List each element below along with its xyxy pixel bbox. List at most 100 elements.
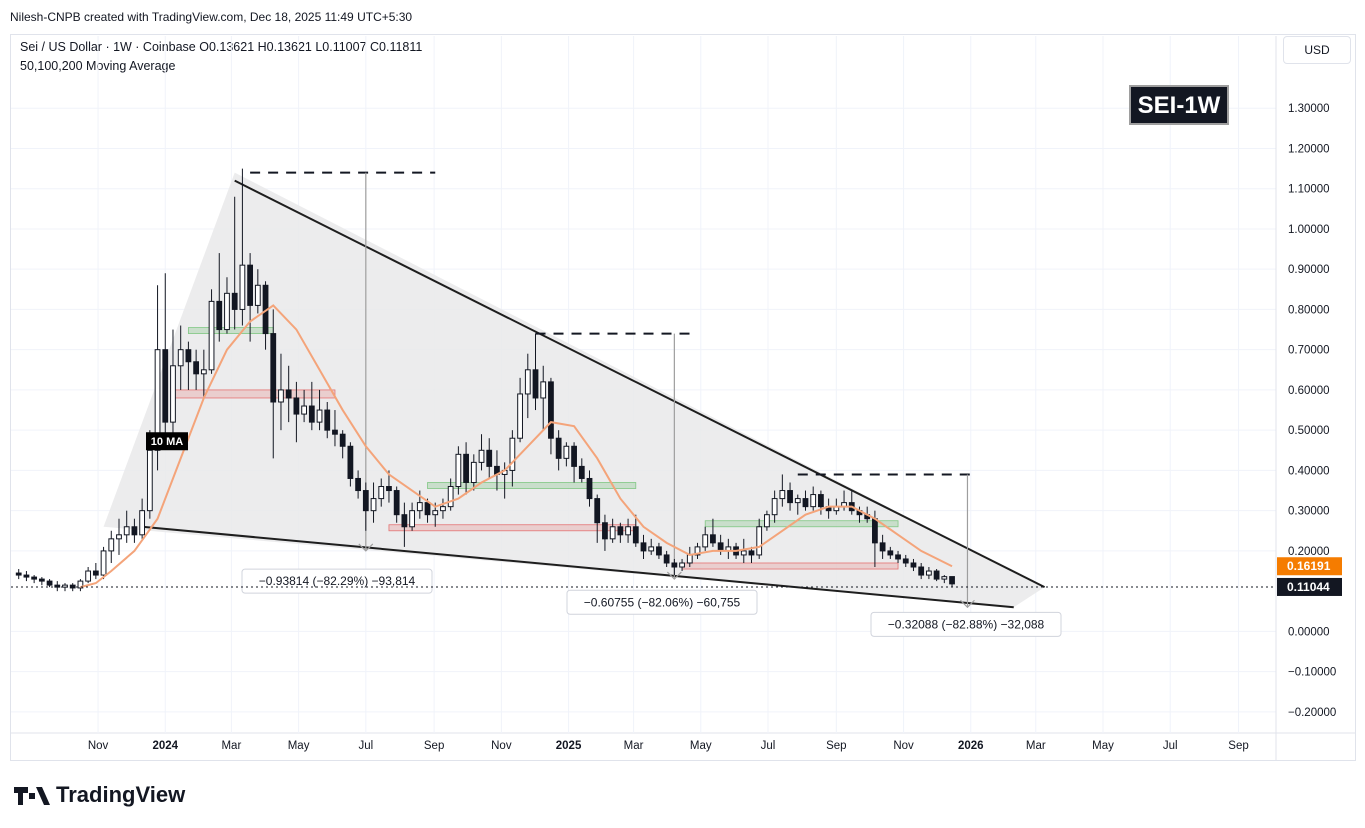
candle-body xyxy=(470,461,477,483)
logo-box xyxy=(1129,85,1229,125)
candle-body xyxy=(185,349,192,363)
y-tick-label: 0.20000 xyxy=(1288,546,1330,558)
candle-body xyxy=(648,546,655,552)
ma-price-tag: 0.16191 xyxy=(1277,557,1342,576)
last-price-tag: 0.11044 xyxy=(1277,577,1342,596)
candle-body xyxy=(177,349,184,367)
x-tick-label: Jul xyxy=(761,740,776,752)
candle-body xyxy=(895,554,901,560)
candle-body xyxy=(548,381,554,439)
candle-body xyxy=(756,526,763,556)
candle-body xyxy=(15,572,22,576)
candle-body xyxy=(316,409,323,423)
candle-body xyxy=(748,550,755,556)
y-tick-label: 0.90000 xyxy=(1288,264,1330,276)
candle-body xyxy=(686,554,693,564)
candle-body xyxy=(594,498,601,524)
x-tick-label: Nov xyxy=(491,740,512,752)
tradingview-brand[interactable]: TradingView xyxy=(14,782,185,808)
candle-body xyxy=(802,498,809,508)
candle-body xyxy=(278,389,284,403)
candle-body xyxy=(416,502,423,512)
price-axis[interactable]: 1.30000 1.20000 1.10000 1.00000 0.90000 0.800… xyxy=(1277,103,1342,719)
x-tick-label: Jul xyxy=(358,740,373,752)
labels: 10 MA SEI-1W −0.93814 (−82.29%) −93,814 −0.… xyxy=(11,85,1276,637)
logo-text: SEI-1W xyxy=(1138,92,1221,119)
measure-arrow xyxy=(358,543,374,552)
symbol-header: Sei / US Dollar · 1W · Coinbase O0.13621… xyxy=(20,40,422,54)
x-tick-label: 2026 xyxy=(958,740,984,752)
x-tick-label: Sep xyxy=(826,740,846,752)
candle-body xyxy=(38,578,45,582)
candle-body xyxy=(162,349,169,423)
candle-body xyxy=(401,514,408,528)
y-tick-label: −0.20000 xyxy=(1288,707,1336,719)
y-tick-label: 0.30000 xyxy=(1288,506,1330,518)
candle-body xyxy=(46,580,53,586)
resistance-zone xyxy=(681,562,899,570)
candle-body xyxy=(378,486,385,500)
candle-body xyxy=(818,494,824,508)
measure-annotation: −0.93814 (−82.29%) −93,814 xyxy=(241,568,433,594)
brand-label: TradingView xyxy=(56,782,186,807)
candle-body xyxy=(154,349,161,451)
candle-body xyxy=(879,542,886,552)
candle-body xyxy=(463,453,469,483)
candle-body xyxy=(941,576,948,580)
measure-annotation: −0.60755 (−82.06%) −60,755 xyxy=(566,589,758,615)
wedge-upper-trendline xyxy=(234,179,1046,589)
currency-button[interactable]: USD xyxy=(1283,36,1351,64)
ohlc-values: O0.13621 H0.13621 L0.11007 C0.11811 xyxy=(199,40,423,54)
candle-body xyxy=(486,449,493,467)
candle-body xyxy=(602,522,608,540)
y-tick-label: 0.60000 xyxy=(1288,385,1330,397)
candle-body xyxy=(586,477,593,500)
candle-body xyxy=(571,445,577,467)
candle-body xyxy=(632,526,639,544)
candle-body xyxy=(918,566,925,576)
support-zone xyxy=(427,482,637,489)
candle-body xyxy=(432,510,439,516)
y-tick-label: 0.70000 xyxy=(1288,345,1330,357)
candle-body xyxy=(640,542,647,552)
x-tick-label: Mar xyxy=(1026,740,1046,752)
candle-body xyxy=(370,498,377,512)
measure-arrow xyxy=(666,571,682,580)
time-axis[interactable]: Nov 2024 Mar May Jul Sep Nov 2025 Mar May Jul Sep No… xyxy=(88,740,1249,752)
y-tick-label: 1.20000 xyxy=(1288,143,1330,155)
candle-body xyxy=(887,550,894,556)
candle-body xyxy=(625,526,631,536)
y-tick-label: 1.00000 xyxy=(1288,224,1330,236)
candle-body xyxy=(200,369,207,375)
ma-tag: 10 MA xyxy=(146,432,188,451)
candle-body xyxy=(764,514,770,528)
measure-annotation-box xyxy=(870,611,1062,637)
candle-body xyxy=(146,449,153,512)
candle-body xyxy=(779,490,786,500)
candle-body xyxy=(170,365,176,423)
candle-body xyxy=(787,490,793,504)
wedge-fill xyxy=(103,172,1045,608)
candle-body xyxy=(933,570,940,580)
measure-annotation-box xyxy=(241,568,433,594)
candle-body xyxy=(424,502,431,516)
candle-body xyxy=(347,445,354,479)
candle-body xyxy=(270,333,277,403)
candle-body xyxy=(509,437,516,471)
x-tick-label: May xyxy=(288,740,310,752)
candle-body xyxy=(702,534,709,548)
ma-price-tag-box xyxy=(1277,557,1342,576)
resistance-zone xyxy=(388,524,637,532)
candle-body xyxy=(563,445,570,459)
candle-body xyxy=(517,393,523,439)
candle-body xyxy=(293,397,300,415)
candle-body xyxy=(524,369,531,395)
candle-body xyxy=(656,546,662,556)
x-tick-label: Nov xyxy=(893,740,914,752)
x-tick-label: Nov xyxy=(88,740,109,752)
candle-body xyxy=(23,574,30,578)
candle-body xyxy=(393,490,400,516)
candle-body xyxy=(409,510,415,528)
candle-body xyxy=(324,409,331,431)
